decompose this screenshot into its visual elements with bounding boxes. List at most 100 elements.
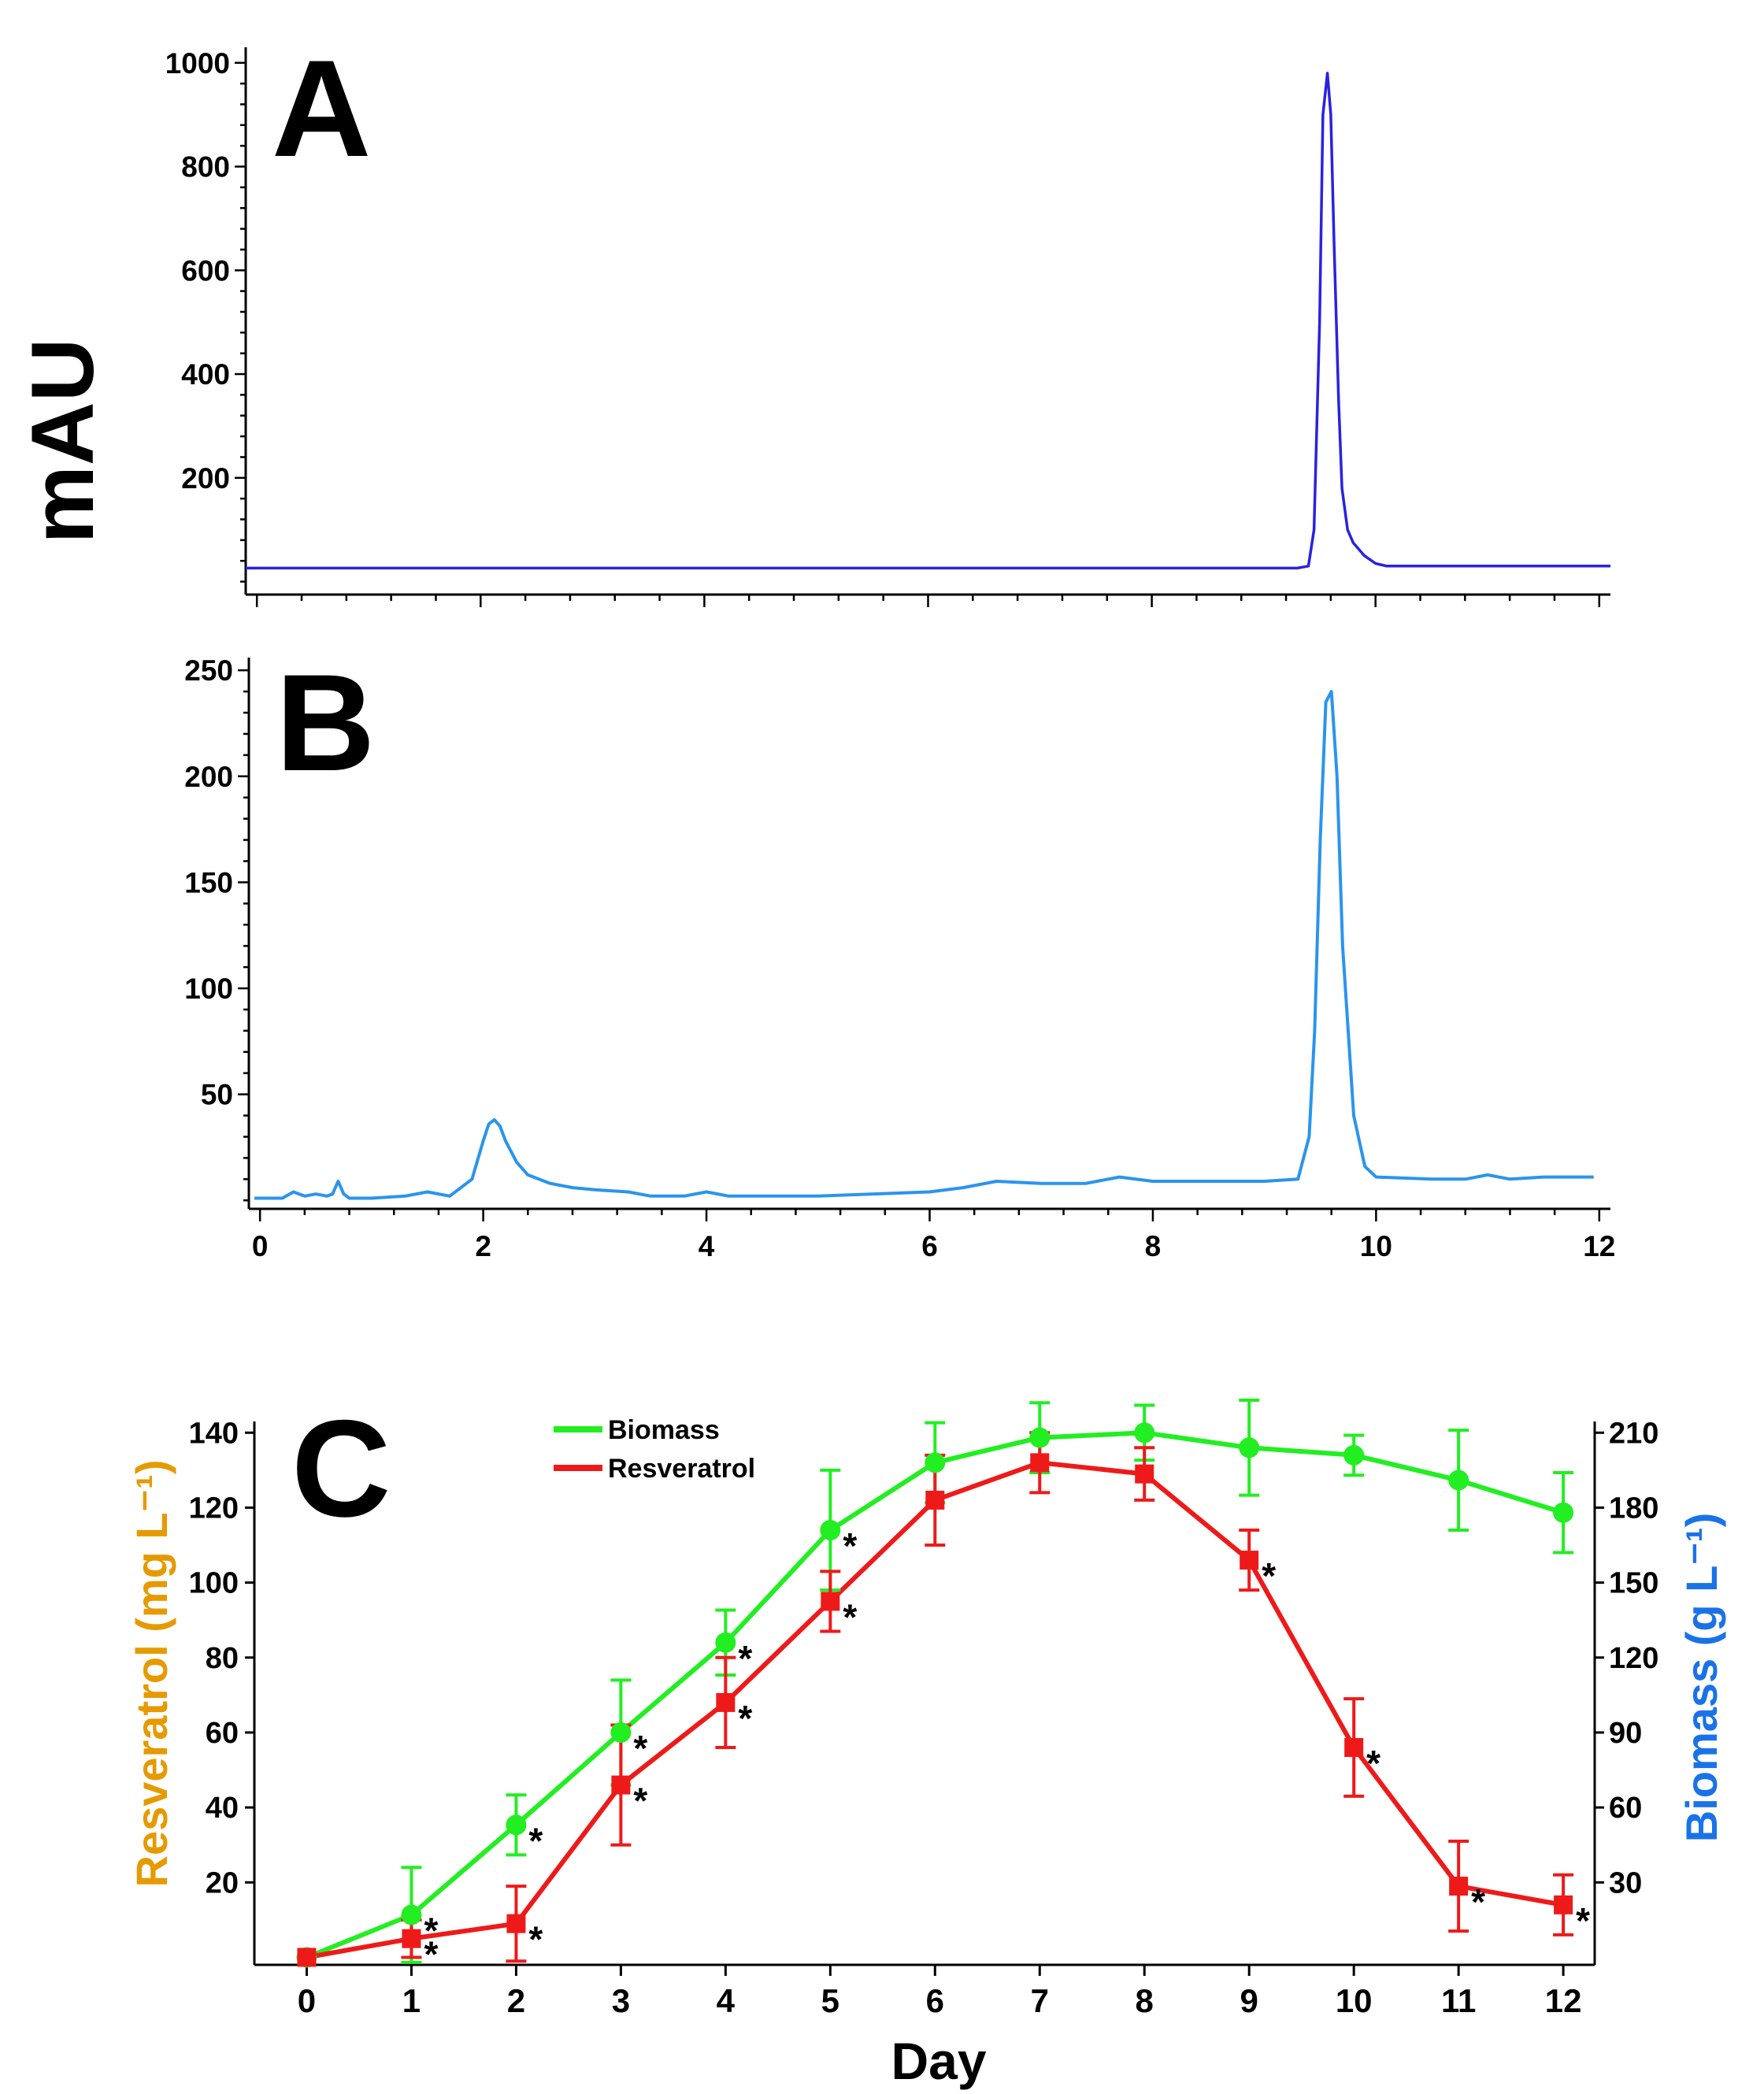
- panel-c-ylabel-right: Biomass (g L⁻¹): [1677, 1513, 1726, 1842]
- panel-c-x-tick-label: 0: [298, 1982, 316, 2019]
- panel-b-x-tick-label: 10: [1360, 1230, 1392, 1262]
- panel-c-resveratrol-significance-mark: *: [424, 1934, 438, 1975]
- panel-c-resveratrol-significance-mark: *: [528, 1919, 543, 1960]
- panel-c-resveratrol-significance-mark: *: [1262, 1555, 1276, 1596]
- panel-c-biomass-point: [820, 1520, 841, 1540]
- panel-c-biomass-point: [925, 1452, 946, 1473]
- panel-c-right-tick-label: 210: [1609, 1417, 1658, 1450]
- panel-c-biomass-significance-mark: *: [424, 1911, 438, 1951]
- panel-c-biomass-point: [1448, 1470, 1469, 1491]
- panel-c-resveratrol-point: [821, 1592, 840, 1611]
- panel-c-resveratrol-significance-mark: *: [633, 1781, 647, 1822]
- panel-c-resveratrol-point: [716, 1692, 736, 1712]
- panel-b-x-tick-label: 2: [475, 1230, 491, 1262]
- panel-c-resveratrol-significance-mark: *: [843, 1596, 857, 1637]
- panel-c-ylabel-left: Resveratrol (mg L⁻¹): [127, 1460, 176, 1888]
- panel-c-x-tick-label: 10: [1336, 1982, 1373, 2019]
- panel-c-resveratrol-point: [1030, 1453, 1050, 1473]
- panel-c-biomass-significance-mark: *: [738, 1638, 752, 1679]
- panel-c-x-tick-label: 6: [926, 1982, 944, 2019]
- panel-c-legend: Biomass Resveratrol: [554, 1415, 755, 1484]
- panel-c-right-tick-label: 60: [1609, 1792, 1642, 1825]
- panel-c-letter: C: [291, 1392, 391, 1546]
- panel-c-xlabel: Day: [891, 2032, 986, 2090]
- panel-c-biomass-point: [1239, 1437, 1260, 1458]
- panel-a-y-tick-label: 200: [181, 462, 230, 495]
- panel-c-resveratrol-point: [1344, 1738, 1364, 1757]
- panel-b-x-tick-label: 0: [252, 1230, 269, 1262]
- panel-b-trace: [254, 690, 1594, 1200]
- panel-c-resveratrol-significance-mark: *: [1576, 1900, 1590, 1941]
- panel-c-biomass-point: [506, 1814, 527, 1836]
- panel-a-y-tick-label: 600: [181, 254, 230, 287]
- panel-b-y-tick-label: 250: [184, 654, 233, 687]
- panel-c-resveratrol-significance-mark: *: [1471, 1881, 1485, 1922]
- panel-b-x-tick-label: 12: [1583, 1230, 1615, 1262]
- panel-c-right-tick-label: 180: [1609, 1492, 1658, 1525]
- panel-a-axes: 200 400 600 800 1000: [165, 47, 1610, 607]
- panel-c-biomass-point: [1343, 1444, 1365, 1466]
- legend-resveratrol-label: Resveratrol: [608, 1454, 755, 1484]
- panel-c-x-tick-label: 5: [821, 1982, 839, 2019]
- panel-a-y-tick-label: 400: [181, 358, 230, 391]
- panel-c-resveratrol-point: [611, 1775, 631, 1795]
- panel-a-letter: A: [272, 32, 371, 186]
- panel-c-left-tick-label: 40: [206, 1792, 239, 1825]
- panel-c-resveratrol-significance-mark: *: [738, 1698, 752, 1739]
- panel-c-biomass-point: [715, 1632, 736, 1653]
- panel-a-y-tick-label: 800: [181, 151, 230, 183]
- panel-c-x-tick-label: 9: [1240, 1982, 1258, 2019]
- panel-c-resveratrol-point: [1449, 1877, 1469, 1896]
- panel-c-left-tick-label: 120: [189, 1492, 239, 1525]
- panel-b-y-tick-label: 100: [184, 973, 233, 1005]
- panel-c-right-tick-label: 30: [1609, 1866, 1642, 1899]
- panel-c-left-tick-label: 100: [189, 1567, 239, 1600]
- panel-b-y-tick-label: 150: [184, 866, 233, 899]
- panel-c-resveratrol-significance-mark: *: [1366, 1743, 1380, 1784]
- panel-b-axes: 50 100 150 200 250 0 2 4 6 8 10 12: [184, 654, 1615, 1262]
- panel-c-biomass-point: [1134, 1422, 1155, 1444]
- panel-c-resveratrol-point: [402, 1929, 421, 1948]
- panel-c-resveratrol-point: [1240, 1551, 1259, 1570]
- panel-b-y-tick-label: 200: [184, 761, 233, 793]
- panel-c-x-tick-label: 3: [612, 1982, 630, 2019]
- panel-c-left-tick-label: 80: [206, 1642, 239, 1675]
- panel-c-x-tick-label: 8: [1136, 1982, 1154, 2019]
- panel-c-x-tick-label: 7: [1031, 1982, 1049, 2019]
- panel-c-resveratrol-point: [506, 1914, 526, 1933]
- panel-a-y-tick-label: 1000: [165, 47, 230, 80]
- panel-c-biomass-point: [1029, 1427, 1051, 1448]
- panel-c-right-tick-label: 120: [1609, 1642, 1658, 1675]
- panel-a-trace-line: [246, 72, 1610, 570]
- panel-b: B 50 100 150 200 250 0 2 4 6 8 10 12: [184, 647, 1615, 1262]
- panel-b-x-tick-label: 6: [921, 1230, 938, 1262]
- panel-c-right-tick-label: 90: [1609, 1717, 1642, 1750]
- panel-c-resveratrol-point: [925, 1490, 945, 1510]
- panel-c-biomass-significance-mark: *: [633, 1728, 647, 1769]
- panel-c-biomass-point: [1553, 1502, 1574, 1523]
- panel-b-x-tick-label: 4: [699, 1230, 715, 1262]
- panel-a-trace: [246, 72, 1610, 570]
- panel-c-x-tick-label: 2: [507, 1982, 525, 2019]
- panel-c-x-tick-label: 1: [402, 1982, 421, 2019]
- panel-c-left-tick-label: 60: [206, 1717, 239, 1750]
- panel-c-x-tick-label: 11: [1441, 1982, 1476, 2019]
- panel-c-left-tick-label: 20: [206, 1866, 239, 1899]
- panel-c-series: ****** ******* *: [296, 1399, 1590, 1975]
- panel-c-biomass-significance-mark: *: [528, 1820, 543, 1861]
- panel-b-x-tick-label: 8: [1145, 1230, 1162, 1262]
- panel-c-left-tick-label: 140: [189, 1417, 239, 1450]
- panel-b-y-tick-label: 50: [201, 1079, 233, 1111]
- shared-ylabel: mAU: [13, 338, 112, 543]
- panel-c-biomass-point: [401, 1904, 422, 1925]
- panel-c-resveratrol-point: [297, 1948, 317, 1967]
- panel-c-biomass-significance-mark: *: [843, 1525, 857, 1566]
- panel-c-x-tick-label: 12: [1545, 1982, 1582, 2019]
- panel-c-right-tick-label: 150: [1609, 1567, 1658, 1600]
- panel-b-trace-line: [254, 690, 1594, 1200]
- panel-c-x-tick-label: 4: [717, 1982, 736, 2019]
- panel-c-biomass-point: [610, 1722, 632, 1743]
